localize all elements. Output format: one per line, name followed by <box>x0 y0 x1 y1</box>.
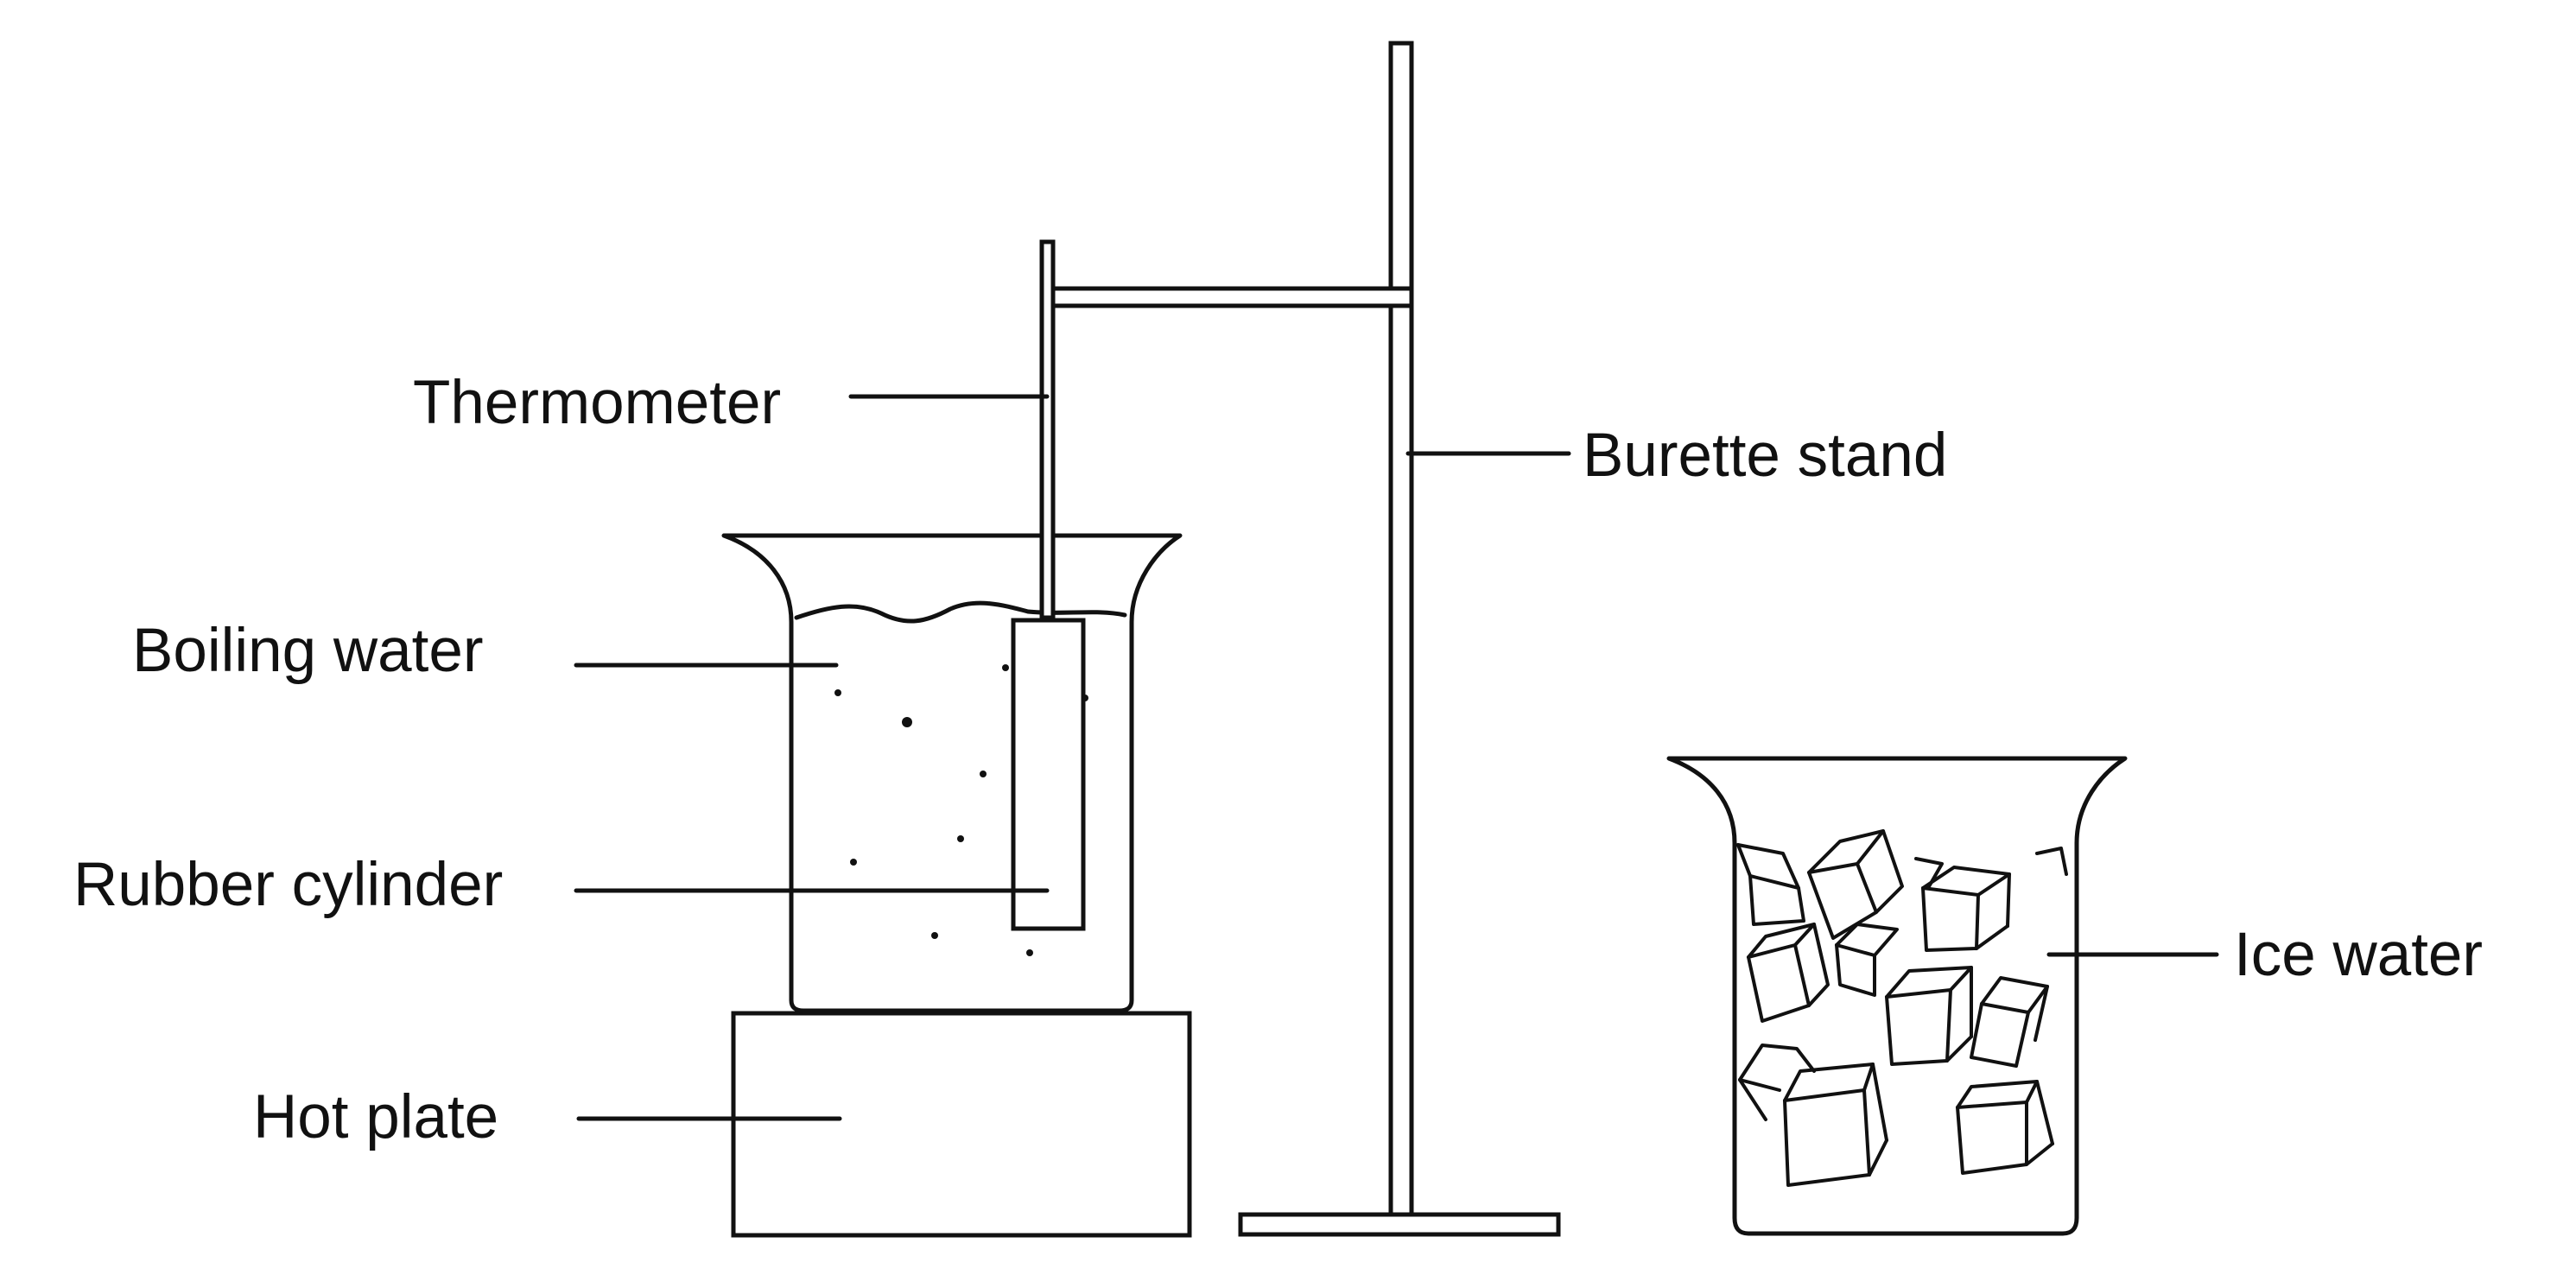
water-surface <box>794 600 1127 624</box>
stand-clamp-arm <box>1041 286 1414 308</box>
leader-lines <box>574 394 2219 1121</box>
stand-base <box>1238 1212 1561 1237</box>
hot-plate-label: Hot plate <box>253 1083 498 1151</box>
ice-cubes <box>1736 829 2068 1187</box>
ice-water-label: Ice water <box>2234 921 2483 989</box>
hot-plate <box>731 1011 1192 1238</box>
stand-rod <box>1388 41 1414 1217</box>
ice-water-beaker <box>1666 756 2128 1236</box>
thermometer <box>1039 239 1056 620</box>
boiling-water-beaker <box>721 533 1183 1013</box>
boiling-water-label: Boiling water <box>132 617 483 685</box>
rubber-cylinder-label: Rubber cylinder <box>73 851 503 919</box>
burette-stand <box>1041 41 1561 1237</box>
burette-stand-label: Burette stand <box>1583 422 1947 490</box>
thermometer-label: Thermometer <box>413 369 781 437</box>
rubber-cylinder <box>1011 618 1086 931</box>
